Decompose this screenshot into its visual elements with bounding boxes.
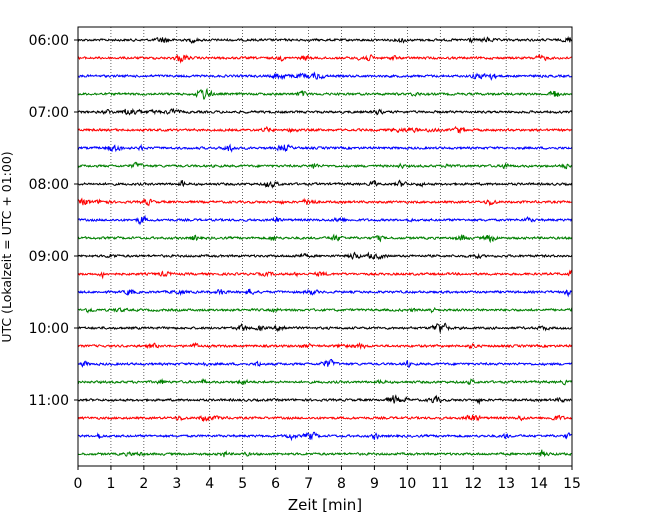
x-tick-label: 10 (398, 476, 416, 492)
trace-0845 (77, 233, 573, 244)
trace-1100 (77, 394, 573, 406)
trace-0730 (77, 143, 573, 153)
trace-0930 (77, 288, 573, 298)
y-tick-label: 08:00 (29, 177, 69, 193)
y-axis-label: UTC (Lokalzeit = UTC + 01:00) (0, 151, 14, 342)
y-tick-label: 07:00 (29, 105, 69, 121)
y-tick-label: 06:00 (29, 33, 69, 49)
trace-1000 (77, 322, 573, 333)
plot-frame (77, 26, 573, 467)
y-tick-label: 11:00 (29, 393, 69, 409)
y-axis: 06:00 07:00 08:00 09:00 10:00 11:00 (29, 33, 78, 409)
x-tick-label: 0 (74, 476, 83, 492)
trace-0945 (77, 306, 573, 314)
x-axis-label: Zeit [min] (288, 496, 362, 514)
seismic-traces (77, 35, 573, 458)
x-tick-label: 15 (563, 476, 581, 492)
trace-0815 (77, 197, 573, 207)
trace-0645 (77, 87, 573, 100)
trace-0745 (77, 161, 573, 170)
x-tick-label: 7 (304, 476, 313, 492)
x-axis: 0 1 2 3 4 5 6 7 8 9 10 11 12 13 14 15 (74, 466, 581, 492)
x-tick-label: 12 (464, 476, 482, 492)
x-tick-label: 2 (139, 476, 148, 492)
y-tick-label: 10:00 (29, 321, 69, 337)
trace-0700 (77, 107, 573, 116)
x-tick-label: 14 (530, 476, 548, 492)
x-tick-label: 6 (271, 476, 280, 492)
trace-1045 (77, 377, 573, 386)
trace-1015 (77, 341, 573, 351)
trace-0630 (77, 71, 573, 81)
trace-0715 (77, 125, 573, 134)
x-tick-label: 11 (431, 476, 449, 492)
trace-0800 (77, 179, 573, 189)
trace-1030 (77, 358, 573, 368)
grid-lines (110, 27, 540, 466)
trace-0915 (77, 269, 573, 280)
x-tick-label: 4 (205, 476, 214, 492)
trace-0615 (77, 53, 573, 64)
x-tick-label: 9 (370, 476, 379, 492)
y-tick-label: 09:00 (29, 249, 69, 265)
trace-0900 (77, 251, 573, 261)
trace-1115 (77, 414, 573, 423)
x-tick-label: 5 (238, 476, 247, 492)
x-tick-label: 8 (337, 476, 346, 492)
trace-1145 (77, 449, 573, 458)
trace-0830 (77, 214, 573, 226)
x-tick-label: 13 (497, 476, 515, 492)
x-tick-label: 3 (172, 476, 181, 492)
trace-0600 (77, 35, 573, 44)
trace-1130 (77, 431, 573, 442)
x-tick-label: 1 (106, 476, 115, 492)
